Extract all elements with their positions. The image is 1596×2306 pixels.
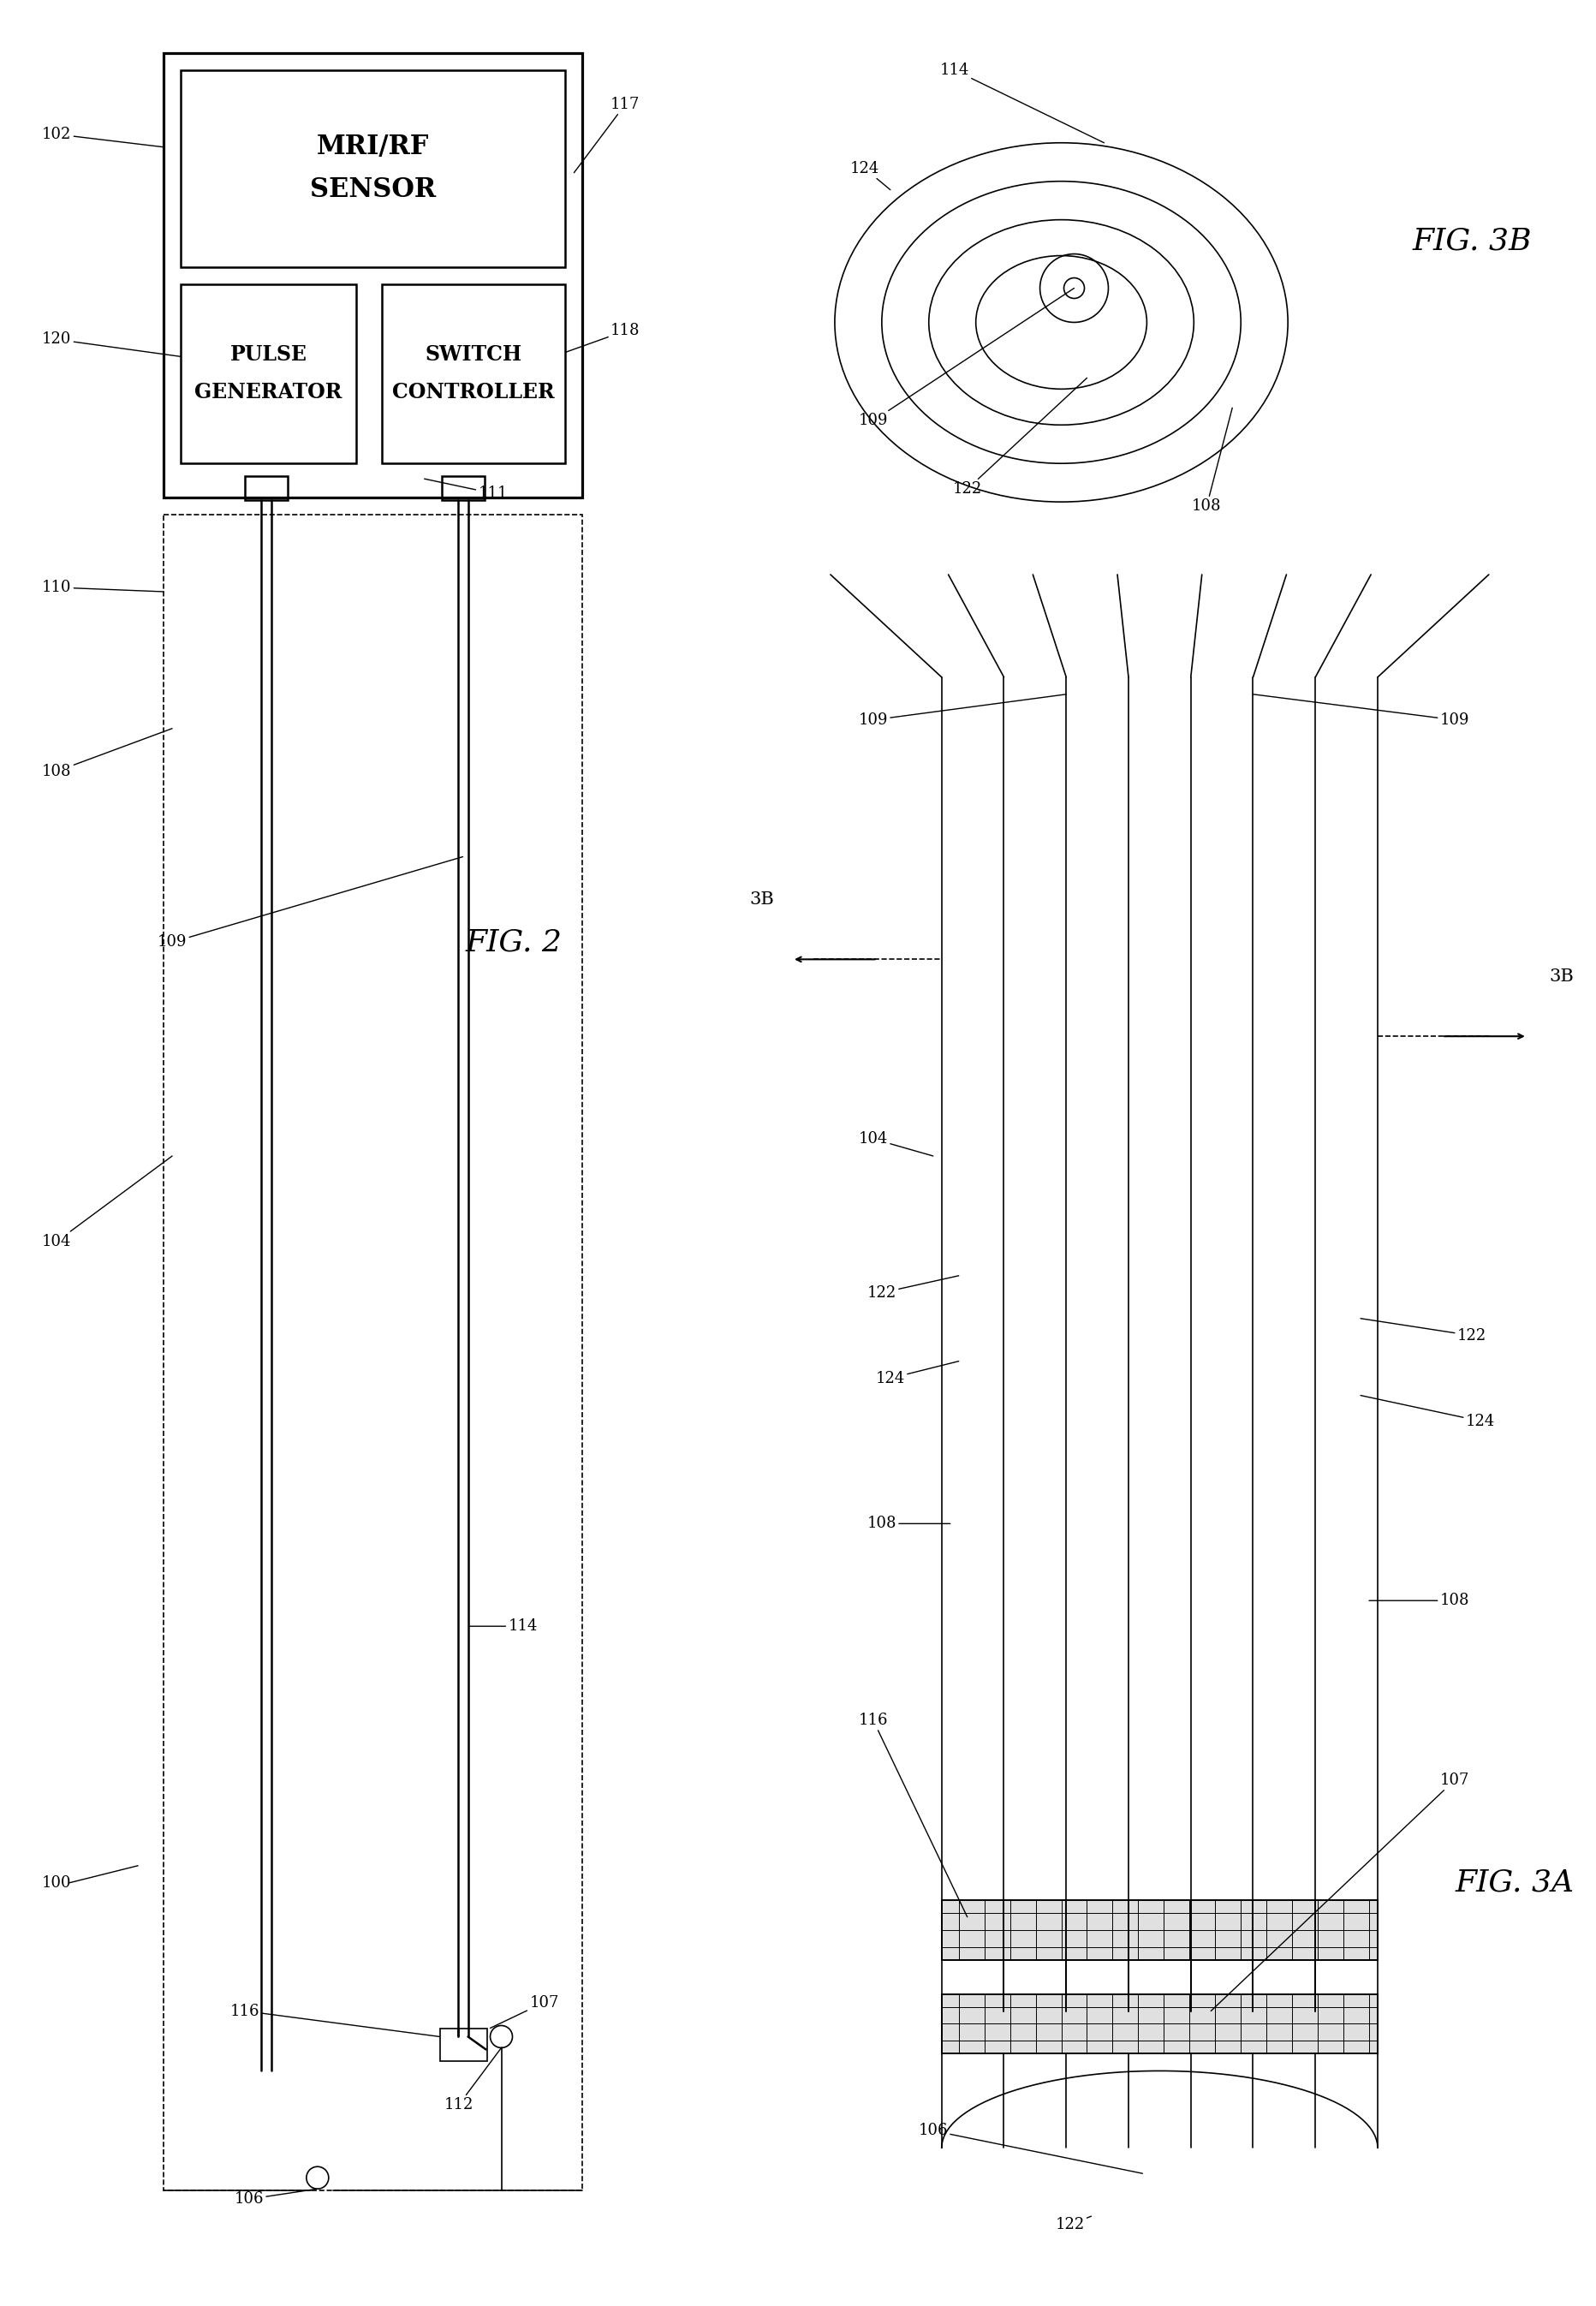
Bar [440,477,484,500]
Text: 100: 100 [41,1875,72,1891]
Text: 106: 106 [918,2124,1141,2175]
Text: 122: 122 [867,1275,958,1301]
Bar [163,514,583,2191]
Text: 124: 124 [849,161,891,189]
Text: 107: 107 [1210,1773,1468,2011]
Text: SWITCH: SWITCH [425,344,522,364]
Text: SENSOR: SENSOR [310,178,436,203]
Text: 108: 108 [1191,408,1232,514]
Bar [180,284,356,464]
Text: 117: 117 [573,97,640,173]
Text: FIG. 2: FIG. 2 [466,927,562,957]
Text: 114: 114 [469,1619,538,1635]
Text: 104: 104 [41,1155,172,1250]
Text: 109: 109 [859,288,1074,429]
Bar [942,1900,1377,1960]
Text: FIG. 3A: FIG. 3A [1454,1868,1574,1898]
Bar [942,1995,1377,2055]
Bar [180,69,565,267]
Text: 102: 102 [41,127,163,148]
Bar [244,477,287,500]
Text: 118: 118 [565,323,640,353]
Text: 108: 108 [1368,1593,1468,1607]
Text: 122: 122 [953,378,1087,496]
Text: 3B: 3B [750,892,774,909]
Text: CONTROLLER: CONTROLLER [393,383,554,404]
Text: FIG. 3B: FIG. 3B [1411,226,1531,256]
Text: 110: 110 [41,579,163,595]
Bar [163,53,583,498]
Text: 111: 111 [425,480,508,500]
Text: 112: 112 [444,2048,501,2112]
Text: 104: 104 [859,1132,932,1155]
Text: 120: 120 [41,332,180,357]
Text: 109: 109 [859,694,1066,729]
Text: 107: 107 [490,1995,559,2027]
Text: 116: 116 [859,1713,967,1916]
Text: GENERATOR: GENERATOR [195,383,342,404]
Text: MRI/RF: MRI/RF [316,134,429,161]
Text: 108: 108 [41,729,172,779]
Bar [942,1995,1377,2055]
Text: 114: 114 [938,62,1103,143]
Text: PULSE: PULSE [230,344,306,364]
Text: 122: 122 [1055,2216,1090,2232]
Text: 124: 124 [875,1361,958,1386]
Text: 116: 116 [230,2004,439,2036]
Text: 3B: 3B [1548,969,1574,985]
Bar [381,284,565,464]
Text: 106: 106 [235,2188,318,2207]
Text: 122: 122 [1360,1319,1486,1344]
Bar [439,2029,487,2062]
Text: 124: 124 [1360,1395,1494,1430]
Text: 108: 108 [867,1515,950,1531]
Text: 109: 109 [158,858,463,950]
Text: 109: 109 [1253,694,1468,729]
Bar [942,1900,1377,1960]
